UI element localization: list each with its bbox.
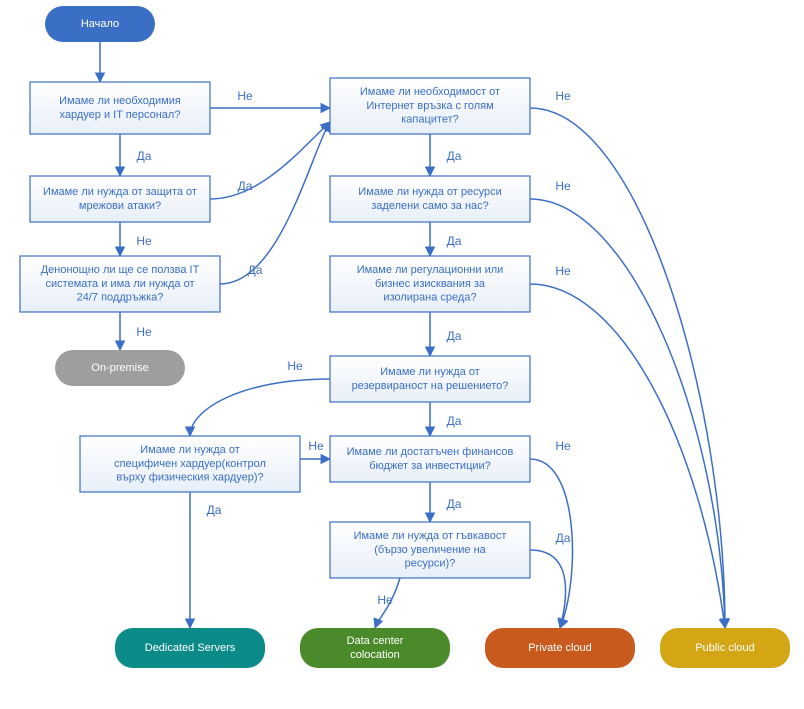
edge-label: Не: [555, 89, 571, 103]
edge-label: Не: [287, 359, 303, 373]
edge-label: Да: [207, 503, 222, 517]
edge-label: Не: [555, 439, 571, 453]
node-text: Имаме ли нужда от защита от: [43, 186, 197, 198]
node-text: (бързо увеличение на: [374, 544, 486, 556]
node-text: On-premise: [91, 362, 148, 374]
flowchart-canvas: Да Не Да Не Да Не Да Не Да Не Да Не Да Не Не Да Да Не Да Не…: [0, 0, 804, 709]
node-text: Имаме ли регулационни или: [357, 264, 504, 276]
node-text: Имаме ли нужда от: [380, 366, 480, 378]
node-text: Имаме ли необходимост от: [360, 86, 500, 98]
edge-label: Не: [555, 179, 571, 193]
edge-label: Не: [555, 264, 571, 278]
node-text: хардуер и IT персонал?: [60, 109, 181, 121]
node-q1: Имаме ли необходимия хардуер и IT персона…: [30, 82, 210, 134]
edge-label: Да: [447, 497, 462, 511]
node-text: 24/7 поддръжка?: [77, 292, 164, 304]
edge-label: Да: [447, 234, 462, 248]
node-q10: Имаме ли нужда от гъвкавост (бързо увелич…: [330, 522, 530, 578]
node-text: Data center: [347, 635, 404, 647]
edge-label: Не: [136, 234, 152, 248]
edge-label: Не: [237, 89, 253, 103]
node-q3: Денонощно ли ще се ползва IT системата и …: [20, 256, 220, 312]
flow-edge: [190, 379, 330, 436]
node-text: бизнес изисквания за: [375, 278, 486, 290]
edge-label: Да: [238, 179, 253, 193]
edge-label: Да: [447, 329, 462, 343]
flow-edge: [530, 284, 725, 628]
node-q6: Имаме ли регулационни или бизнес изискван…: [330, 256, 530, 312]
node-q4: Имаме ли необходимост от Интернет връзка …: [330, 78, 530, 134]
node-q7: Имаме ли нужда от резервираност на решени…: [330, 356, 530, 402]
node-onprem: On-premise: [55, 350, 185, 386]
node-ded: Dedicated Servers: [115, 628, 265, 668]
node-text: Интернет връзка с голям: [366, 100, 493, 112]
node-text: специфичен хардуер(контрол: [114, 458, 266, 470]
edge-label: Да: [248, 263, 263, 277]
node-q2: Имаме ли нужда от защита от мрежови атаки…: [30, 176, 210, 222]
node-text: Имаме ли нужда от: [140, 444, 240, 456]
node-text: заделени само за нас?: [371, 200, 489, 212]
node-text: Public cloud: [695, 642, 754, 654]
node-text: резервираност на решението?: [352, 380, 509, 392]
node-priv: Private cloud: [485, 628, 635, 668]
node-pub: Public cloud: [660, 628, 790, 668]
node-text: Dedicated Servers: [145, 642, 236, 654]
node-text: върху физическия хардуер)?: [116, 472, 263, 484]
node-text: Имаме ли необходимия: [59, 95, 181, 107]
node-start: Начало: [45, 6, 155, 42]
node-colo: Data center colocation: [300, 628, 450, 668]
node-text: Private cloud: [528, 642, 592, 654]
flow-edge: [220, 122, 330, 284]
node-text: Начало: [81, 18, 119, 30]
node-q8: Имаме ли нужда от специфичен хардуер(конт…: [80, 436, 300, 492]
node-text: Денонощно ли ще се ползва IT: [41, 264, 200, 276]
node-text: Имаме ли нужда от ресурси: [358, 186, 501, 198]
edge-label: Не: [377, 593, 393, 607]
node-text: Имаме ли нужда от гъвкавост: [354, 530, 507, 542]
edge-label: Да: [447, 149, 462, 163]
node-q5: Имаме ли нужда от ресурси заделени само з…: [330, 176, 530, 222]
node-text: системата и има ли нужда от: [46, 278, 195, 290]
edge-label: Да: [556, 531, 571, 545]
node-q9: Имаме ли достатъчен финансов бюджет за ин…: [330, 436, 530, 482]
edge-label: Да: [447, 414, 462, 428]
node-text: капацитет?: [401, 114, 459, 126]
node-text: ресурси)?: [405, 558, 456, 570]
node-text: изолирана среда?: [383, 292, 476, 304]
flow-edge: [530, 550, 566, 628]
node-text: бюджет за инвестиции?: [369, 460, 491, 472]
flow-edge: [210, 122, 330, 199]
edge-label: Да: [137, 149, 152, 163]
edge-label: Не: [136, 325, 152, 339]
node-text: Имаме ли достатъчен финансов: [347, 446, 514, 458]
node-text: мрежови атаки?: [79, 200, 161, 212]
edge-label: Не: [308, 439, 324, 453]
node-text: colocation: [350, 649, 400, 661]
